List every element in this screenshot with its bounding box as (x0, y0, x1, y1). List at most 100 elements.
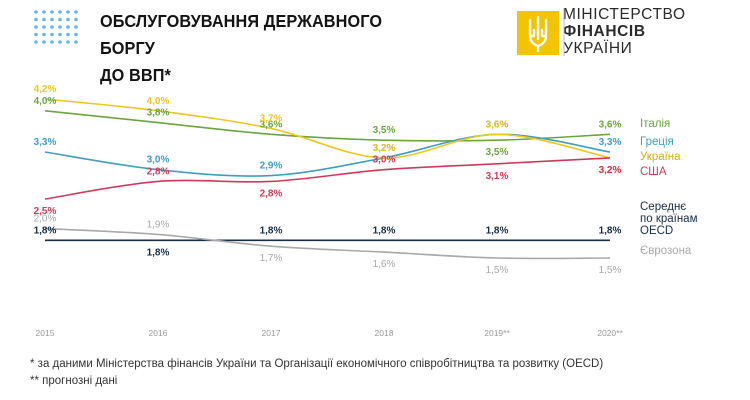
footnote-1: * за даними Міністерства фінансів Україн… (30, 358, 604, 370)
data-label-oecd: 1,8% (34, 225, 57, 236)
data-label-eurozone: 1,6% (373, 259, 396, 270)
data-label-oecd: 1,8% (147, 247, 170, 258)
page-title: ОБСЛУГОВУВАННЯ ДЕРЖАВНОГО БОРГУ ДО ВВП* (100, 8, 416, 89)
decoration-dot (42, 32, 46, 37)
decoration-dot (34, 25, 38, 29)
data-label-greece: 3,3% (34, 137, 57, 148)
data-label-ukraine: 4,2% (34, 84, 57, 95)
data-label-oecd: 1,8% (260, 225, 283, 236)
series-line-greece (44, 133, 611, 177)
data-label-ukraine: 4,0% (147, 96, 170, 107)
data-label-greece: 3,6% (486, 119, 509, 130)
decoration-dot (42, 10, 46, 14)
x-axis-ticks: 2015 2016 2017 2018 2019** 2020** (36, 328, 624, 338)
data-label-usa: 3,1% (486, 171, 509, 182)
data-label-ukraine: 3,2% (373, 143, 396, 154)
footnotes: * за даними Міністерства фінансів Україн… (30, 356, 603, 390)
title-line-2: ДО ВВП* (100, 65, 171, 85)
ministry-line-1: МІНІСТЕРСТВО (563, 6, 686, 23)
data-label-usa: 3,2% (599, 165, 622, 176)
data-label-ukraine: 3,2% (599, 165, 622, 176)
decoration-dot (58, 25, 62, 29)
decoration-dot (66, 17, 70, 22)
decoration-dot (50, 25, 54, 29)
data-label-greece: 3,2% (373, 143, 396, 154)
series-line-italy (44, 109, 611, 142)
decoration-dot (34, 32, 38, 37)
decoration-dot (66, 25, 70, 29)
decoration-dot (42, 25, 46, 29)
data-label-eurozone: 1,5% (599, 265, 622, 276)
data-label-greece: 2,9% (260, 161, 283, 172)
legend-oecd-line-1: Середнє (640, 201, 686, 213)
data-label-usa: 2,8% (260, 188, 283, 199)
title-line-1: ОБСЛУГОВУВАННЯ ДЕРЖАВНОГО БОРГУ (100, 11, 383, 58)
data-labels-layer: 4,0%3,8%3,6%3,5%3,5%3,6%3,3%3,0%2,9%3,2%… (34, 84, 622, 276)
data-label-italy: 3,5% (486, 147, 509, 158)
decoration-dot (42, 40, 46, 44)
decoration-dot (34, 10, 38, 14)
decoration-dot (66, 40, 70, 44)
data-label-italy: 3,6% (260, 119, 283, 130)
x-tick-label: 2019** (484, 328, 510, 338)
data-label-greece: 3,0% (147, 155, 170, 166)
legend-oecd-line-2: по країнам (640, 213, 698, 225)
decoration-dot (50, 10, 54, 14)
decoration-dot (74, 10, 78, 14)
data-label-usa: 2,8% (147, 166, 170, 177)
legend: Італія Греція Україна США Середнє по кра… (640, 118, 698, 257)
data-label-oecd: 1,8% (599, 225, 622, 236)
data-label-greece: 3,3% (599, 137, 622, 148)
decoration-dot (58, 10, 62, 14)
legend-eurozone: Єврозона (640, 245, 692, 257)
data-label-usa: 3,0% (373, 155, 396, 166)
data-label-ukraine: 3,7% (260, 113, 283, 124)
x-tick-label: 2015 (36, 328, 55, 338)
decoration-dot (58, 32, 62, 37)
legend-greece: Греція (640, 136, 674, 148)
decoration-dot (66, 32, 70, 37)
data-label-usa: 2,5% (34, 206, 57, 217)
decoration-dot (50, 17, 54, 22)
data-label-eurozone: 1,9% (147, 219, 170, 230)
x-tick-label: 2017 (262, 328, 281, 338)
x-tick-label: 2016 (149, 328, 168, 338)
data-label-italy: 3,8% (147, 108, 170, 119)
data-label-eurozone: 2,0% (34, 214, 57, 225)
series-layer (44, 98, 611, 260)
series-line-ukraine (44, 98, 611, 159)
decoration-dot (50, 40, 54, 44)
legend-italy: Італія (640, 118, 670, 130)
decoration-dot (34, 40, 38, 44)
decoration-dot (66, 10, 70, 14)
decoration-dot (74, 17, 78, 22)
decoration-dot (34, 17, 38, 22)
legend-ukraine: Україна (640, 151, 681, 163)
series-line-eurozone (44, 227, 611, 260)
decoration-dot (50, 32, 54, 37)
ministry-line-2: ФІНАНСІВ (563, 23, 646, 40)
legend-oecd-line-3: OECD (640, 225, 673, 237)
legend-usa: США (640, 166, 667, 178)
x-tick-label: 2020** (597, 328, 623, 338)
ministry-name: МІНІСТЕРСТВО ФІНАНСІВ УКРАЇНИ (563, 6, 745, 57)
decoration-dot (74, 25, 78, 29)
data-label-ukraine: 3,6% (486, 119, 509, 130)
decoration-dot (58, 17, 62, 22)
x-tick-label: 2018 (375, 328, 394, 338)
decoration-dot (42, 17, 46, 22)
data-label-eurozone: 1,7% (260, 253, 283, 264)
ministry-line-3: УКРАЇНИ (563, 40, 633, 57)
data-label-italy: 4,0% (34, 96, 57, 107)
decoration-dot (74, 32, 78, 37)
series-line-usa (44, 157, 611, 200)
ministry-logo-icon (517, 11, 559, 55)
data-label-oecd: 1,8% (373, 225, 396, 236)
data-label-italy: 3,6% (599, 119, 622, 130)
dot-grid-decoration (34, 10, 78, 44)
data-label-eurozone: 1,5% (486, 265, 509, 276)
data-label-italy: 3,5% (373, 125, 396, 136)
decoration-dot (74, 40, 78, 44)
trident-icon (528, 15, 548, 53)
